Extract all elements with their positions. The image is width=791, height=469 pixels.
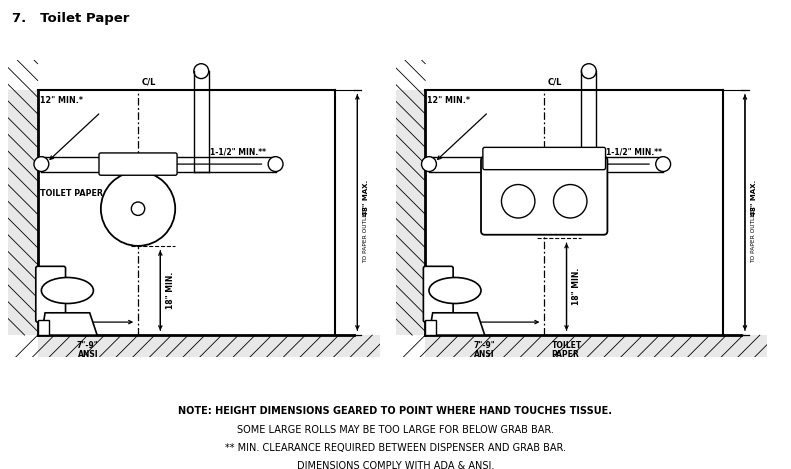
Circle shape [501, 184, 535, 218]
Text: ANSI: ANSI [475, 350, 495, 359]
Circle shape [131, 202, 145, 215]
Circle shape [34, 157, 49, 172]
FancyBboxPatch shape [99, 153, 177, 175]
Circle shape [268, 157, 283, 172]
FancyBboxPatch shape [481, 157, 607, 234]
Polygon shape [41, 313, 97, 335]
Text: 12" MIN.*: 12" MIN.* [40, 96, 82, 105]
Circle shape [656, 157, 671, 172]
FancyBboxPatch shape [483, 147, 606, 170]
Bar [426, 335, 778, 357]
Text: C/L: C/L [142, 77, 156, 86]
Ellipse shape [41, 278, 93, 303]
Ellipse shape [429, 278, 481, 303]
Circle shape [422, 157, 437, 172]
Text: 1-1/2" MIN.**: 1-1/2" MIN.** [210, 148, 266, 157]
Circle shape [194, 64, 209, 79]
Circle shape [101, 172, 176, 246]
Text: ANSI: ANSI [78, 350, 98, 359]
Text: 12" MIN.*: 12" MIN.* [427, 96, 470, 105]
Text: 7"-9": 7"-9" [77, 340, 99, 350]
Bar [396, 90, 426, 335]
Text: SOME LARGE ROLLS MAY BE TOO LARGE FOR BELOW GRAB BAR.: SOME LARGE ROLLS MAY BE TOO LARGE FOR BE… [237, 425, 554, 435]
Polygon shape [429, 313, 485, 335]
Text: 18" MIN.: 18" MIN. [166, 272, 175, 309]
Text: C/L: C/L [548, 77, 562, 86]
Text: TO PAPER OUTLETT: TO PAPER OUTLETT [363, 206, 368, 263]
Text: PAPER: PAPER [551, 350, 579, 359]
Text: TOILET PAPER: TOILET PAPER [40, 189, 103, 197]
FancyBboxPatch shape [36, 266, 66, 322]
Text: 7"-9": 7"-9" [474, 340, 496, 350]
Text: TO PAPER OUTLETT: TO PAPER OUTLETT [751, 206, 755, 263]
Text: 1-1/2" MIN.**: 1-1/2" MIN.** [607, 148, 663, 157]
Bar [8, 90, 38, 335]
Text: 48" MAX.: 48" MAX. [363, 180, 369, 216]
FancyBboxPatch shape [423, 266, 453, 322]
FancyBboxPatch shape [38, 320, 49, 335]
Text: 7.   Toilet Paper: 7. Toilet Paper [12, 12, 129, 25]
Circle shape [554, 184, 587, 218]
FancyBboxPatch shape [426, 320, 437, 335]
Text: NOTE: HEIGHT DIMENSIONS GEARED TO POINT WHERE HAND TOUCHES TISSUE.: NOTE: HEIGHT DIMENSIONS GEARED TO POINT … [179, 406, 612, 416]
Bar [38, 335, 391, 357]
Text: 48" MAX.: 48" MAX. [751, 180, 756, 216]
Text: TOILET: TOILET [551, 340, 582, 350]
Text: ** MIN. CLEARANCE REQUIRED BETWEEN DISPENSER AND GRAB BAR.: ** MIN. CLEARANCE REQUIRED BETWEEN DISPE… [225, 443, 566, 453]
Text: 18" MIN.: 18" MIN. [572, 268, 581, 305]
Circle shape [581, 64, 596, 79]
Text: DIMENSIONS COMPLY WITH ADA & ANSI.: DIMENSIONS COMPLY WITH ADA & ANSI. [297, 461, 494, 469]
